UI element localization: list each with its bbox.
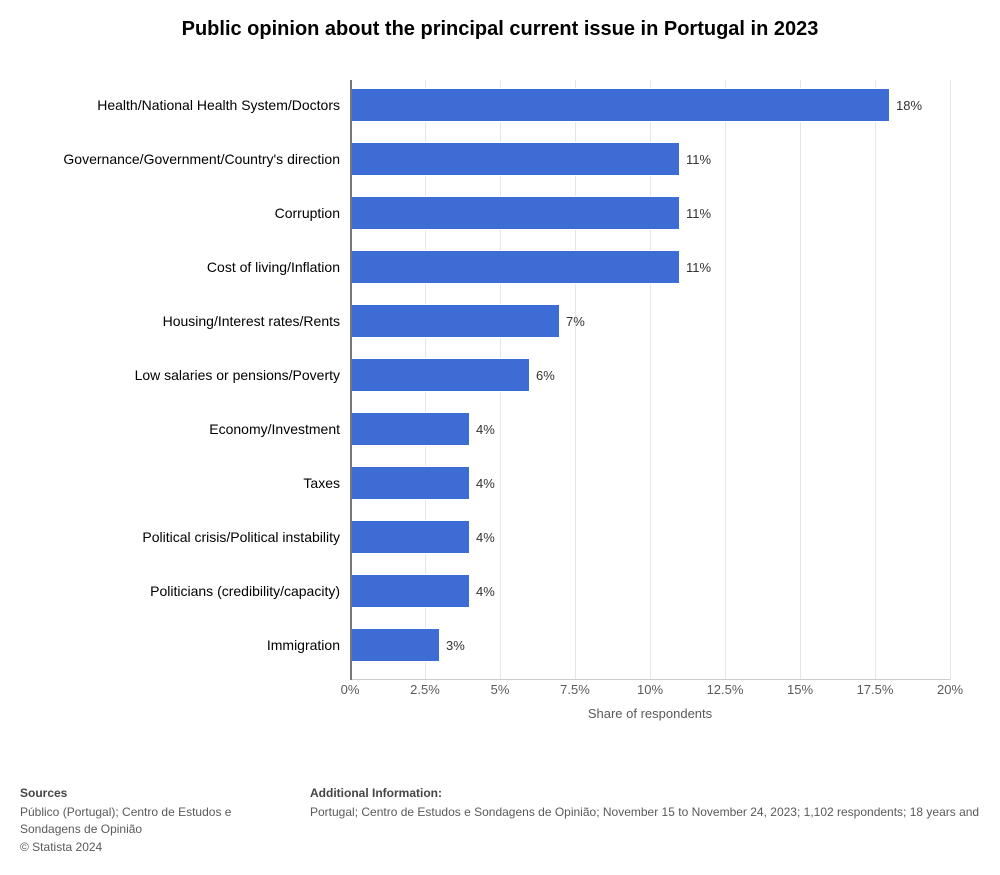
bar-value-label: 11% bbox=[680, 142, 711, 176]
chart-title: Public opinion about the principal curre… bbox=[0, 0, 1000, 51]
gridline bbox=[725, 80, 726, 680]
bar bbox=[350, 628, 440, 662]
bar-value-label: 7% bbox=[560, 304, 585, 338]
gridline bbox=[800, 80, 801, 680]
y-category-label: Low salaries or pensions/Poverty bbox=[20, 358, 340, 392]
info-block: Additional Information: Portugal; Centro… bbox=[310, 786, 980, 855]
chart-area: 18%11%11%11%7%6%4%4%4%4%3% 0%2.5%5%7.5%1… bbox=[350, 70, 960, 720]
bar-value-label: 11% bbox=[680, 196, 711, 230]
info-text: Portugal; Centro de Estudos e Sondagens … bbox=[310, 804, 980, 820]
bar bbox=[350, 412, 470, 446]
copyright: © Statista 2024 bbox=[20, 839, 290, 855]
x-tick-label: 20% bbox=[937, 682, 963, 697]
y-category-label: Governance/Government/Country's directio… bbox=[20, 142, 340, 176]
gridline bbox=[875, 80, 876, 680]
sources-block: Sources Público (Portugal); Centro de Es… bbox=[20, 786, 310, 855]
x-tick-label: 15% bbox=[787, 682, 813, 697]
bar bbox=[350, 88, 890, 122]
x-tick-label: 12.5% bbox=[707, 682, 744, 697]
bar-value-label: 3% bbox=[440, 628, 465, 662]
bar bbox=[350, 196, 680, 230]
x-tick-label: 17.5% bbox=[857, 682, 894, 697]
x-tick-labels: 0%2.5%5%7.5%10%12.5%15%17.5%20% bbox=[350, 682, 950, 702]
x-tick-label: 10% bbox=[637, 682, 663, 697]
bar-value-label: 11% bbox=[680, 250, 711, 284]
y-category-label: Political crisis/Political instability bbox=[20, 520, 340, 554]
y-category-label: Health/National Health System/Doctors bbox=[20, 88, 340, 122]
bar bbox=[350, 142, 680, 176]
y-category-label: Immigration bbox=[20, 628, 340, 662]
x-tick-label: 2.5% bbox=[410, 682, 440, 697]
x-tick-label: 7.5% bbox=[560, 682, 590, 697]
sources-text: Público (Portugal); Centro de Estudos e … bbox=[20, 804, 290, 836]
bar bbox=[350, 358, 530, 392]
bar-value-label: 4% bbox=[470, 574, 495, 608]
sources-heading: Sources bbox=[20, 786, 290, 800]
y-category-label: Economy/Investment bbox=[20, 412, 340, 446]
bar bbox=[350, 466, 470, 500]
bar bbox=[350, 250, 680, 284]
gridline bbox=[950, 80, 951, 680]
y-category-label: Housing/Interest rates/Rents bbox=[20, 304, 340, 338]
y-axis-line bbox=[350, 80, 352, 680]
x-tick-label: 5% bbox=[491, 682, 510, 697]
y-category-label: Taxes bbox=[20, 466, 340, 500]
bar bbox=[350, 520, 470, 554]
plot: 18%11%11%11%7%6%4%4%4%4%3% bbox=[350, 80, 950, 680]
x-axis-line bbox=[350, 679, 950, 680]
y-category-label: Cost of living/Inflation bbox=[20, 250, 340, 284]
y-category-label: Politicians (credibility/capacity) bbox=[20, 574, 340, 608]
y-category-label: Corruption bbox=[20, 196, 340, 230]
bar-value-label: 4% bbox=[470, 412, 495, 446]
bar-value-label: 4% bbox=[470, 466, 495, 500]
bar-value-label: 6% bbox=[530, 358, 555, 392]
bar-value-label: 4% bbox=[470, 520, 495, 554]
x-axis-title: Share of respondents bbox=[350, 706, 950, 721]
x-tick-label: 0% bbox=[341, 682, 360, 697]
bar bbox=[350, 304, 560, 338]
footer: Sources Público (Portugal); Centro de Es… bbox=[20, 786, 980, 855]
bar-value-label: 18% bbox=[890, 88, 922, 122]
bar bbox=[350, 574, 470, 608]
info-heading: Additional Information: bbox=[310, 786, 980, 800]
